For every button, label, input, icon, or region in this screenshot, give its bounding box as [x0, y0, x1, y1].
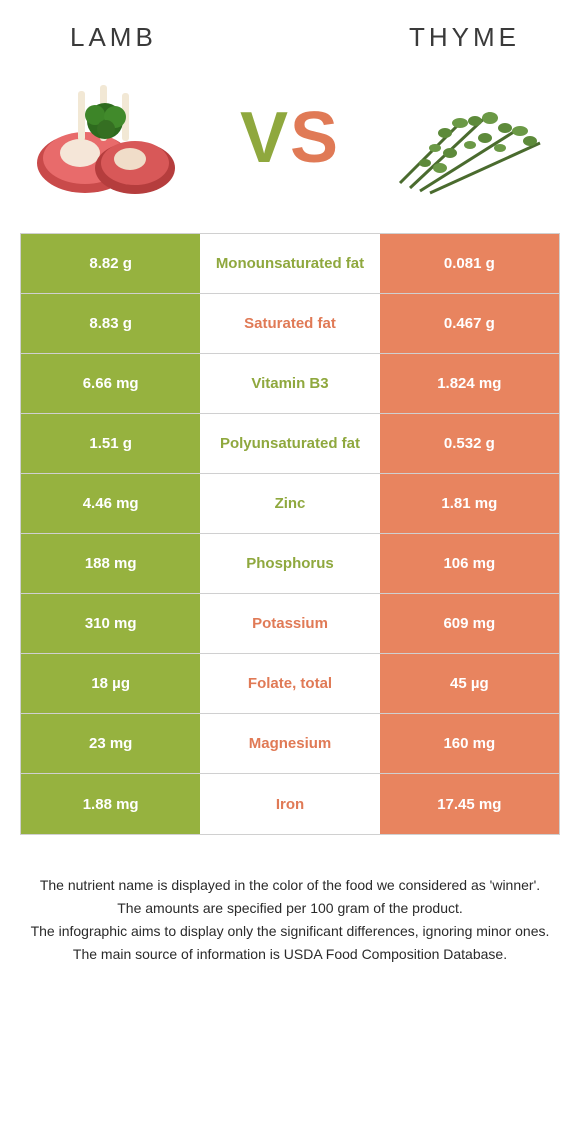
- left-value: 8.83 g: [21, 294, 200, 353]
- thyme-image: [390, 73, 550, 203]
- nutrient-name: Polyunsaturated fat: [200, 414, 379, 473]
- left-value: 310 mg: [21, 594, 200, 653]
- vs-row: VS: [0, 63, 580, 233]
- left-value: 23 mg: [21, 714, 200, 773]
- right-value: 609 mg: [380, 594, 559, 653]
- nutrient-name: Phosphorus: [200, 534, 379, 593]
- nutrient-name: Zinc: [200, 474, 379, 533]
- lamb-image: [30, 73, 190, 203]
- table-row: 18 µgFolate, total45 µg: [21, 654, 559, 714]
- nutrient-name: Monounsaturated fat: [200, 234, 379, 293]
- lamb-icon: [30, 73, 190, 203]
- infographic-container: LAMB THYME VS: [0, 0, 580, 997]
- left-value: 18 µg: [21, 654, 200, 713]
- left-value: 6.66 mg: [21, 354, 200, 413]
- right-value: 17.45 mg: [380, 774, 559, 834]
- vs-v: V: [240, 98, 290, 178]
- header: LAMB THYME: [0, 0, 580, 63]
- nutrient-name: Iron: [200, 774, 379, 834]
- nutrient-name: Potassium: [200, 594, 379, 653]
- table-row: 1.51 gPolyunsaturated fat0.532 g: [21, 414, 559, 474]
- table-row: 310 mgPotassium609 mg: [21, 594, 559, 654]
- left-value: 1.51 g: [21, 414, 200, 473]
- table-row: 1.88 mgIron17.45 mg: [21, 774, 559, 834]
- vs-label: VS: [240, 97, 340, 179]
- table-row: 23 mgMagnesium160 mg: [21, 714, 559, 774]
- left-value: 1.88 mg: [21, 774, 200, 834]
- table-row: 6.66 mgVitamin B31.824 mg: [21, 354, 559, 414]
- table-row: 8.82 gMonounsaturated fat0.081 g: [21, 234, 559, 294]
- right-value: 0.081 g: [380, 234, 559, 293]
- left-value: 188 mg: [21, 534, 200, 593]
- table-row: 8.83 gSaturated fat0.467 g: [21, 294, 559, 354]
- nutrient-name: Folate, total: [200, 654, 379, 713]
- nutrient-table: 8.82 gMonounsaturated fat0.081 g8.83 gSa…: [20, 233, 560, 835]
- left-value: 4.46 mg: [21, 474, 200, 533]
- table-row: 188 mgPhosphorus106 mg: [21, 534, 559, 594]
- footer-line-2: The amounts are specified per 100 gram o…: [30, 898, 550, 919]
- nutrient-name: Vitamin B3: [200, 354, 379, 413]
- footer-line-4: The main source of information is USDA F…: [30, 944, 550, 965]
- vs-s: S: [290, 98, 340, 178]
- thyme-icon: [390, 73, 550, 203]
- footer-notes: The nutrient name is displayed in the co…: [0, 835, 580, 997]
- footer-line-1: The nutrient name is displayed in the co…: [30, 875, 550, 896]
- nutrient-name: Magnesium: [200, 714, 379, 773]
- right-value: 0.532 g: [380, 414, 559, 473]
- right-value: 160 mg: [380, 714, 559, 773]
- right-value: 106 mg: [380, 534, 559, 593]
- nutrient-name: Saturated fat: [200, 294, 379, 353]
- right-value: 45 µg: [380, 654, 559, 713]
- right-value: 1.81 mg: [380, 474, 559, 533]
- right-food-title: THYME: [409, 22, 520, 53]
- right-value: 1.824 mg: [380, 354, 559, 413]
- left-value: 8.82 g: [21, 234, 200, 293]
- table-row: 4.46 mgZinc1.81 mg: [21, 474, 559, 534]
- left-food-title: LAMB: [70, 22, 157, 53]
- right-value: 0.467 g: [380, 294, 559, 353]
- footer-line-3: The infographic aims to display only the…: [30, 921, 550, 942]
